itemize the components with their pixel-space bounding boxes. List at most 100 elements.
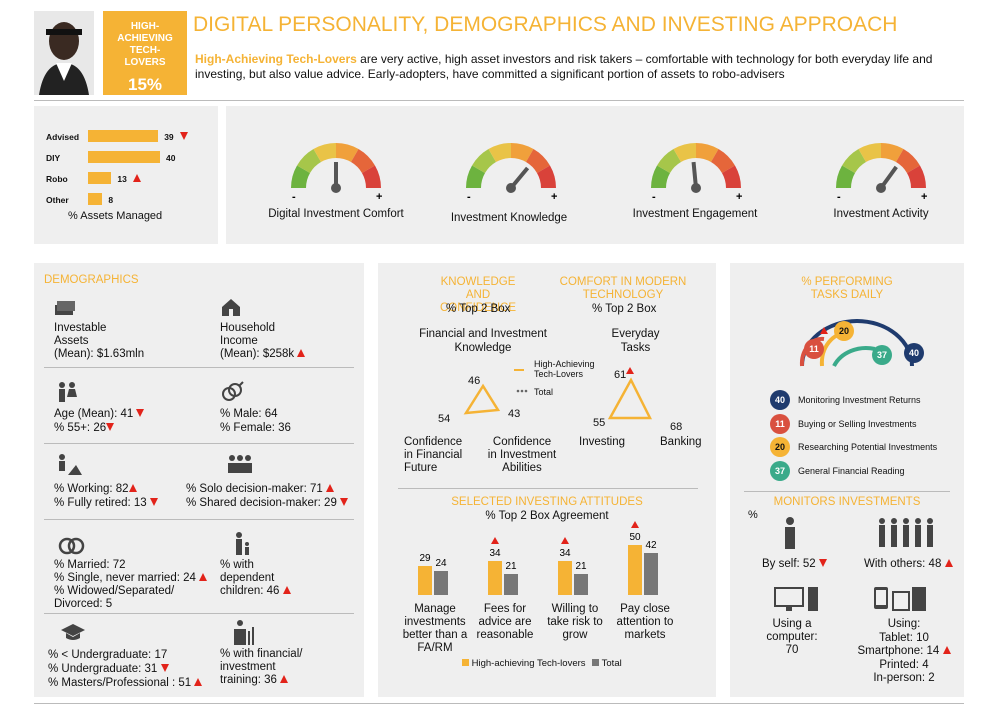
solo-value: % Solo decision-maker: 71 [186,483,323,495]
knowledge-left-label: Confidence in Financial Future [404,436,462,475]
middle-panel: KNOWLEDGE AND CONFIDENCE % Top 2 Box COMF… [378,263,716,697]
assets-label: % Assets Managed [68,210,163,222]
task-item: 40 Monitoring Investment Returns [770,390,960,410]
intro-text: High-Achieving Tech-Lovers are very acti… [195,52,975,82]
attitude-bar-b [574,574,588,595]
buying-up-marker [820,327,828,334]
knowledge-left-value: 54 [438,413,451,425]
solo-decision: % Solo decision-maker: 71 [186,482,348,496]
demo-divider-3 [44,519,354,520]
working-value: % Working: 82 [54,483,129,495]
money-icon [55,301,75,315]
up-arrow-icon [282,586,291,594]
age-55-value: % 55+: 26 [54,422,107,434]
attitude-value-a: 50 [629,532,641,543]
knowledge-left-3: Future [404,462,438,474]
up-arrow-icon [944,559,953,567]
asset-row: Other 8 [34,193,218,207]
age-mean: Age (Mean): 41 [54,407,145,421]
inperson-value: In-person: 2 [873,672,935,684]
knowledge-right-label: Confidence in Investment Abilities [482,436,562,475]
knowledge-right-3: Abilities [502,462,542,474]
dependent-children: % with dependent children: 46 [220,559,291,598]
task-label: Monitoring Investment Returns [798,395,921,405]
legend-segment-1: High-Achieving [534,359,595,369]
shared-value: % Shared decision-maker: 29 [186,497,337,509]
task-label: General Financial Reading [798,465,905,476]
education: % < Undergraduate: 17 % Undergraduate: 3… [48,648,203,690]
presenter-icon [234,620,254,645]
people-icon [879,518,933,547]
attitude-label-line: take risk to [547,616,603,628]
demographics-header: DEMOGRAPHICS [44,274,139,286]
up-arrow-icon [326,484,334,492]
attitude-label: Manage investments better than a FA/RM [398,603,472,655]
gauge: - + [836,143,927,203]
persona-percent: 15% [127,75,163,94]
female-pct: % Female: 36 [220,422,291,434]
task-item: 11 Buying or Selling Investments [770,413,960,434]
task-label: Researching Potential Investments [798,442,938,452]
comfort-sub: % Top 2 Box [592,303,657,315]
income-line-2: Income [220,335,258,347]
gauge-minus: - [652,191,656,203]
comp-line-1: Using a [772,618,812,630]
attitude-value-b: 21 [505,561,517,572]
masters-pct: % Masters/Professional : 51 [48,676,203,690]
right-panel: % PERFORMING TASKS DAILY 11 20 37 40 40 Mo… [730,263,964,697]
knowledge-header-1: KNOWLEDGE AND [440,276,516,301]
shared-decision: % Shared decision-maker: 29 [186,496,349,510]
legend-dot-total [520,389,524,393]
demographics-panel: DEMOGRAPHICS Investable Assets (Mean): $… [34,263,364,697]
gauge: - + [651,143,742,203]
gauge-label-activity: Investment Activity [833,208,929,220]
legend-total: Total [534,387,554,397]
up-arrow-icon [280,675,289,683]
gauge-plus: + [376,191,382,203]
gauge: - + [466,143,557,203]
gauge-segment [291,165,311,188]
attitude-value-b: 42 [645,540,657,551]
gauge-minus: - [467,191,471,203]
income-value: (Mean): $258k [220,348,295,360]
age-mean-value: Age (Mean): 41 [54,408,134,420]
legend-swatch-b [592,659,600,666]
gauge-segment [336,143,359,163]
gauge-minus: - [292,191,296,203]
fin-value: training: 36 [220,674,277,686]
attitude-bar-a [488,561,502,595]
devices-icon [874,587,926,611]
task-badge: 40 [770,390,790,410]
knowledge-top-2: Knowledge [454,342,512,354]
asset-bar [88,151,160,163]
monitors-header: MONITORS INVESTMENTS [773,496,921,508]
income-line-3: (Mean): $258k [220,348,306,361]
gauge-segment [696,143,719,163]
task-badge: 20 [770,437,790,457]
attitude-label-line: markets [624,629,666,641]
up-arrow-icon [199,573,208,581]
gauge-hub [331,183,341,193]
arc-reading [832,346,876,367]
gauge-segment [351,149,375,173]
attitude-label-line: FA/RM [417,642,453,654]
asset-row-label: Other [46,195,69,205]
asset-row: Robo 13 [34,172,218,186]
fin-line-3: training: 36 [220,674,302,687]
knowledge-right-1: Confidence [492,436,552,448]
legend-segment: High-Achieving Tech-Lovers [534,359,595,379]
others-value: With others: 48 [864,558,942,570]
rings-icon [58,537,85,555]
gauge-segment [313,143,336,163]
gauge-label-engagement: Investment Engagement [632,208,758,220]
asset-row-label: Robo [46,174,68,184]
attitude-label-line: Pay close [620,603,670,615]
gauge-segment [488,143,511,163]
gauge-segment [896,149,920,173]
attitude-label-line: Willing to [551,603,599,615]
asset-row: DIY 40 [34,151,218,165]
asset-row-label: Advised [46,132,80,142]
knowledge-top-label: Financial and Investment Knowledge [408,327,558,355]
down-arrow-icon [180,132,189,140]
using-label: Using: [887,618,921,630]
